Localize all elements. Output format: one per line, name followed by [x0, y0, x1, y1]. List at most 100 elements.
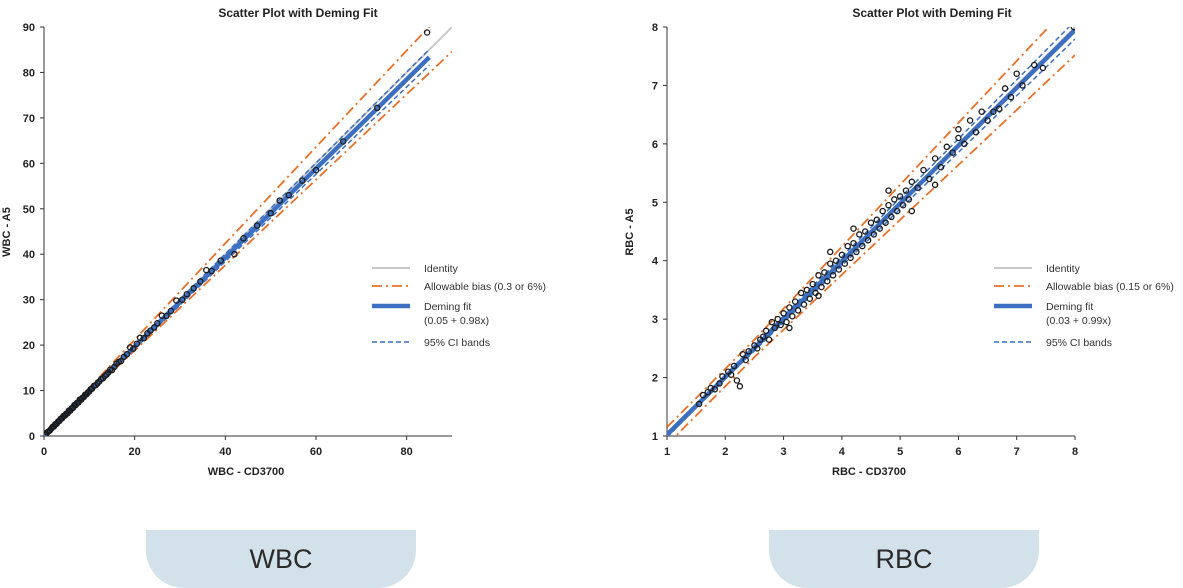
- rbc-data-point: [896, 193, 904, 200]
- wbc-y-tick-label: 50: [23, 204, 35, 216]
- wbc-y-tick-label: 40: [23, 249, 35, 261]
- wbc-data-point: [231, 250, 238, 258]
- rbc-x-tick-label: 5: [897, 446, 903, 458]
- rbc-data-point: [844, 242, 851, 250]
- rbc-x-tick-label: 4: [839, 446, 846, 458]
- wbc-x-tick-label: 60: [310, 446, 322, 458]
- rbc-data-point: [783, 318, 790, 326]
- rbc-y-tick-label: 6: [652, 139, 658, 151]
- rbc-data-point: [815, 292, 822, 300]
- rbc-data-point: [829, 272, 837, 279]
- rbc-data-point: [826, 248, 834, 256]
- rbc-ci-lower-line: [667, 38, 1075, 436]
- wbc-data-point: [167, 307, 175, 315]
- rbc-chart: Scatter Plot with Deming Fit 1 2 3 4 5 6 7 8 1 2 3 4…: [624, 6, 1174, 478]
- rbc-data-point: [835, 266, 843, 273]
- rbc-data-point: [780, 310, 787, 317]
- rbc-data-point: [762, 327, 770, 335]
- rbc-data-point: [832, 257, 840, 264]
- wbc-y-tick-label: 80: [23, 67, 35, 79]
- rbc-data-point: [859, 242, 866, 250]
- rbc-data-point: [1007, 93, 1015, 101]
- rbc-data-point: [797, 289, 805, 297]
- rbc-data-point: [876, 225, 883, 232]
- rbc-x-tick-label: 6: [955, 446, 961, 458]
- rbc-y-tick-label: 2: [652, 373, 658, 385]
- rbc-data-point: [931, 181, 939, 189]
- rbc-data-point: [1001, 85, 1009, 92]
- rbc-data-point: [931, 155, 939, 162]
- wbc-data-point: [94, 380, 101, 387]
- wbc-data-point: [140, 335, 147, 342]
- rbc-y-axis-label: RBC - A5: [624, 208, 636, 255]
- wbc-x-tick-label: 20: [129, 446, 141, 458]
- rbc-data-point: [803, 286, 811, 294]
- wbc-x-tick-label: 0: [41, 446, 47, 458]
- rbc-data-point: [853, 248, 860, 256]
- rbc-data-point: [888, 213, 895, 221]
- rbc-legend-label: 95% CI bands: [1046, 337, 1112, 349]
- rbc-data-point: [736, 383, 744, 390]
- rbc-ci-upper-line: [667, 27, 1070, 434]
- rbc-data-point: [739, 350, 747, 358]
- wbc-data-point: [197, 278, 204, 285]
- wbc-data-point: [130, 345, 137, 352]
- wbc-data-point: [339, 138, 347, 145]
- wbc-y-tick-label: 10: [23, 386, 35, 398]
- rbc-data-point: [771, 324, 779, 332]
- rbc-data-point: [978, 108, 985, 115]
- rbc-data-point: [864, 237, 872, 244]
- rbc-data-point: [920, 166, 927, 174]
- wbc-data-point: [123, 350, 131, 358]
- rbc-data-point: [926, 175, 933, 183]
- rbc-y-tick-label: 4: [652, 256, 659, 268]
- rbc-data-point: [727, 371, 735, 378]
- rbc-data-point: [908, 178, 916, 186]
- rbc-data-point: [695, 400, 703, 408]
- rbc-deming-fit-line: [667, 28, 1075, 436]
- rbc-data-point: [1019, 82, 1026, 89]
- rbc-bias-upper-line: [667, 27, 1050, 428]
- rbc-data-point: [984, 117, 991, 124]
- rbc-data-point: [899, 201, 907, 209]
- rbc-legend-label: Deming fit: [1046, 301, 1093, 313]
- wbc-legend-label: Allowable bias (0.3 or 6%): [424, 281, 546, 293]
- rbc-data-point: [765, 336, 773, 343]
- rbc-data-point: [879, 207, 886, 215]
- wbc-y-tick-label: 0: [29, 431, 35, 443]
- rbc-legend-label: Allowable bias (0.15 or 6%): [1046, 281, 1174, 293]
- wbc-legend-label: Identity: [424, 263, 459, 275]
- wbc-data-point: [136, 334, 144, 342]
- wbc-data-point: [190, 285, 197, 292]
- rbc-data-point: [908, 207, 916, 215]
- rbc-data-point: [943, 143, 951, 151]
- wbc-data-point: [299, 177, 306, 184]
- rbc-data-point: [815, 272, 822, 279]
- wbc-data-point: [373, 104, 381, 112]
- rbc-data-point: [719, 373, 726, 380]
- wbc-data-point: [158, 312, 166, 319]
- rbc-chart-title: Scatter Plot with Deming Fit: [852, 6, 1011, 20]
- rbc-data-point: [995, 105, 1003, 113]
- rbc-data-point: [990, 108, 997, 115]
- rbc-data-point: [716, 380, 723, 387]
- wbc-data-point: [133, 340, 141, 347]
- rbc-data-point: [699, 391, 707, 399]
- rbc-data-point: [955, 126, 962, 133]
- wbc-data-point: [423, 29, 431, 36]
- wbc-data-point: [92, 381, 99, 389]
- tab-rbc[interactable]: RBC: [769, 530, 1039, 588]
- rbc-data-point: [742, 356, 749, 364]
- rbc-data-point: [885, 201, 892, 209]
- wbc-data-point: [285, 191, 293, 199]
- rbc-data-point: [754, 345, 761, 352]
- rbc-y-tick-label: 3: [652, 314, 658, 326]
- rbc-x-tick-label: 1: [664, 446, 670, 458]
- wbc-y-tick-label: 20: [23, 340, 35, 352]
- rbc-data-point: [794, 307, 802, 314]
- charts-canvas: Scatter Plot with Deming Fit 0 20 40 60 80 0 10…: [1, 6, 1174, 478]
- tab-wbc[interactable]: WBC: [146, 530, 416, 588]
- rbc-data-point: [777, 321, 784, 329]
- wbc-legend-label: 95% CI bands: [424, 337, 490, 349]
- rbc-data-point: [789, 312, 796, 320]
